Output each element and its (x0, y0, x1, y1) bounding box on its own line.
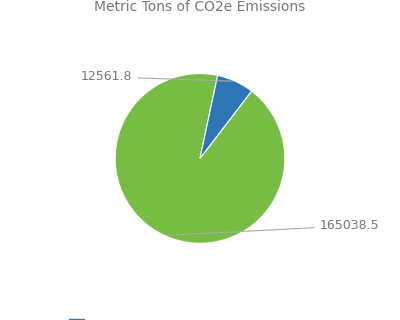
Text: 12561.8: 12561.8 (81, 70, 233, 83)
Legend: Scope 1, Scope 2: Scope 1, Scope 2 (0, 314, 149, 320)
Wedge shape (200, 76, 252, 158)
Text: 165038.5: 165038.5 (167, 219, 379, 235)
Wedge shape (115, 74, 285, 243)
Title: Metric Tons of CO2e Emissions: Metric Tons of CO2e Emissions (94, 0, 306, 14)
